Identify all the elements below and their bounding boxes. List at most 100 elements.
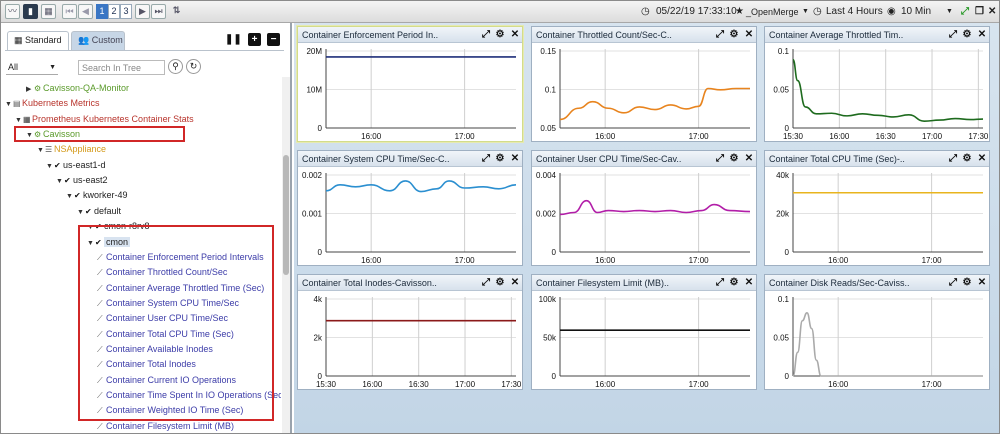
chart-panel-header[interactable]: Container Total CPU Time (Sec)-.. ⤢ ⚙ ✕ (765, 151, 989, 167)
prev-page-icon[interactable]: ◀ (78, 4, 93, 19)
filter-select[interactable]: All ▼ (6, 61, 58, 75)
tree-node[interactable]: ⟋ Container Total CPU Time (Sec) (97, 327, 234, 341)
tab-standard[interactable]: ▦ Standard (7, 31, 69, 50)
caret-down-icon[interactable]: ▼ (15, 116, 22, 124)
expand-icon[interactable]: ⤢ (961, 6, 969, 17)
close-icon[interactable]: ✕ (510, 29, 520, 40)
tab-custom[interactable]: 👥 Custom (71, 31, 125, 50)
caret-down-icon[interactable]: ▼ (37, 147, 44, 155)
tree-node[interactable]: ⟋ Container Total Inodes (97, 357, 196, 371)
caret-down-icon[interactable]: ▼ (87, 224, 94, 232)
time-range-label[interactable]: Last 4 Hours (826, 6, 883, 17)
caret-down-icon[interactable]: ▼ (26, 132, 33, 140)
close-icon[interactable]: ✕ (510, 153, 520, 164)
gear-icon[interactable]: ⚙ (729, 277, 739, 288)
collapse-all-icon[interactable]: − (267, 33, 280, 46)
chart-panel-header[interactable]: Container Filesystem Limit (MB).. ⤢ ⚙ ✕ (532, 275, 756, 291)
chevron-down-icon[interactable]: ▼ (802, 8, 809, 15)
tree-search-input[interactable] (78, 60, 165, 75)
gear-icon[interactable]: ⚙ (962, 153, 972, 164)
close-icon[interactable]: ✕ (744, 153, 754, 164)
caret-down-icon[interactable]: ▼ (5, 101, 12, 109)
expand-all-icon[interactable]: + (248, 33, 261, 46)
caret-down-icon[interactable]: ▼ (77, 208, 84, 216)
caret-down-icon[interactable]: ▼ (56, 178, 63, 186)
page-2-button[interactable]: 2 (108, 4, 120, 19)
gear-icon[interactable]: ⚙ (495, 153, 505, 164)
tree-node[interactable]: ⟋ Container Average Throttled Time (Sec) (97, 281, 264, 295)
chart-panel-header[interactable]: Container Enforcement Period In.. ⤢ ⚙ ✕ (298, 27, 522, 43)
chart-panel-header[interactable]: Container Disk Reads/Sec-Caviss.. ⤢ ⚙ ✕ (765, 275, 989, 291)
gear-icon[interactable]: ⚙ (729, 29, 739, 40)
gear-icon[interactable]: ⚙ (729, 153, 739, 164)
tree-node[interactable]: ▼✔ kworker-49 (66, 188, 128, 202)
expand-icon[interactable]: ⤢ (482, 277, 490, 288)
expand-icon[interactable]: ⤢ (482, 29, 490, 40)
caret-down-icon[interactable]: ▼ (66, 193, 73, 201)
tree-node[interactable]: ⟋ Container Throttled Count/Sec (97, 265, 227, 279)
tree-node[interactable]: ⟋ Container Weighted IO Time (Sec) (97, 403, 243, 417)
chart-panel[interactable]: Container Throttled Count/Sec-C.. ⤢ ⚙ ✕ 0.15… (531, 26, 757, 142)
expand-icon[interactable]: ⤢ (482, 153, 490, 164)
chart-panel[interactable]: Container User CPU Time/Sec-Cav.. ⤢ ⚙ ✕ 0.00… (531, 150, 757, 266)
star-icon[interactable]: ★ (735, 6, 744, 17)
chart-panel-header[interactable]: Container System CPU Time/Sec-C.. ⤢ ⚙ ✕ (298, 151, 522, 167)
grid-icon[interactable]: ▦ (41, 4, 56, 19)
gear-icon[interactable]: ⚙ (962, 277, 972, 288)
chart-panel[interactable]: Container Average Throttled Tim.. ⤢ ⚙ ✕ 0.1 0… (764, 26, 990, 142)
last-page-icon[interactable]: ⏭ (151, 4, 166, 19)
bar-chart-icon[interactable]: ▮ (23, 4, 38, 19)
close-icon[interactable]: ✕ (988, 6, 997, 17)
tree-node[interactable]: ⟋ Container Time Spent In IO Operations (… (97, 388, 281, 402)
tree-node[interactable]: ▶ ⚙ Cavisson-QA-Monitor (26, 81, 129, 95)
expand-icon[interactable]: ⤢ (949, 29, 957, 40)
first-page-icon[interactable]: ⏮ (62, 4, 77, 19)
caret-down-icon[interactable]: ▼ (46, 162, 53, 170)
tree-node[interactable]: ⟋ Container System CPU Time/Sec (97, 296, 239, 310)
tree-node[interactable]: ▼⚙ Cavisson (26, 127, 80, 141)
tree-node[interactable]: ▼✔ default (77, 204, 121, 218)
chart-panel-header[interactable]: Container Throttled Count/Sec-C.. ⤢ ⚙ ✕ (532, 27, 756, 43)
page-3-button[interactable]: 3 (120, 4, 132, 19)
expand-icon[interactable]: ⤢ (716, 277, 724, 288)
tree-node[interactable]: ▼✔ us-east1-d (46, 158, 106, 172)
tree-node[interactable]: ▼✔ us-east2 (56, 173, 108, 187)
tree-node[interactable]: ⟋ Container Current IO Operations (97, 373, 236, 387)
tree-node[interactable]: ⟋ Container Filesystem Limit (MB) (97, 419, 234, 433)
chart-panel[interactable]: Container Total CPU Time (Sec)-.. ⤢ ⚙ ✕ 40k 2… (764, 150, 990, 266)
pause-icon[interactable]: ❚❚ (225, 34, 242, 45)
chart-panel[interactable]: Container Enforcement Period In.. ⤢ ⚙ ✕ 20M 1… (297, 26, 523, 142)
chart-panel[interactable]: Container Disk Reads/Sec-Caviss.. ⤢ ⚙ ✕ 0.1 0… (764, 274, 990, 390)
close-icon[interactable]: ✕ (744, 29, 754, 40)
scroll-thumb[interactable] (283, 155, 289, 275)
refresh-icon[interactable]: ↻ (186, 59, 201, 74)
next-page-icon[interactable]: ▶ (135, 4, 150, 19)
expand-icon[interactable]: ⤢ (716, 153, 724, 164)
caret-down-icon[interactable]: ▼ (87, 239, 94, 247)
tree-node[interactable]: ▼▤Kubernetes Metrics (5, 96, 100, 110)
tree-node[interactable]: ▼▦Prometheus Kubernetes Container Stats (15, 112, 194, 126)
close-icon[interactable]: ✕ (510, 277, 520, 288)
close-icon[interactable]: ✕ (977, 153, 987, 164)
favorite-dropdown[interactable]: _OpenMerge (746, 7, 799, 17)
caret-right-icon[interactable]: ▶ (26, 86, 32, 93)
tree-node[interactable]: ⟋ Container Enforcement Period Intervals (97, 250, 264, 264)
chart-panel-header[interactable]: Container Total Inodes-Cavisson.. ⤢ ⚙ ✕ (298, 275, 522, 291)
chevron-down-icon[interactable]: ▼ (946, 8, 953, 15)
tree-node[interactable]: ⟋ Container Available Inodes (97, 342, 213, 356)
tree-node[interactable]: ▼☰ NSAppliance (37, 142, 106, 156)
restore-icon[interactable]: ❐ (975, 6, 984, 17)
gear-icon[interactable]: ⚙ (962, 29, 972, 40)
chart-panel[interactable]: Container Filesystem Limit (MB).. ⤢ ⚙ ✕ 100k… (531, 274, 757, 390)
chart-panel[interactable]: Container Total Inodes-Cavisson.. ⤢ ⚙ ✕ 4k 2k… (297, 274, 523, 390)
expand-icon[interactable]: ⤢ (716, 29, 724, 40)
tree-scrollbar[interactable] (282, 77, 290, 433)
interval-label[interactable]: 10 Min (901, 6, 932, 17)
close-icon[interactable]: ✕ (977, 277, 987, 288)
chart-panel-header[interactable]: Container User CPU Time/Sec-Cav.. ⤢ ⚙ ✕ (532, 151, 756, 167)
gear-icon[interactable]: ⚙ (495, 277, 505, 288)
chart-panel[interactable]: Container System CPU Time/Sec-C.. ⤢ ⚙ ✕ 0.00… (297, 150, 523, 266)
expand-icon[interactable]: ⤢ (949, 277, 957, 288)
sort-icon[interactable]: ⇅ (172, 5, 181, 15)
line-chart-icon[interactable]: 〰 (5, 4, 20, 19)
